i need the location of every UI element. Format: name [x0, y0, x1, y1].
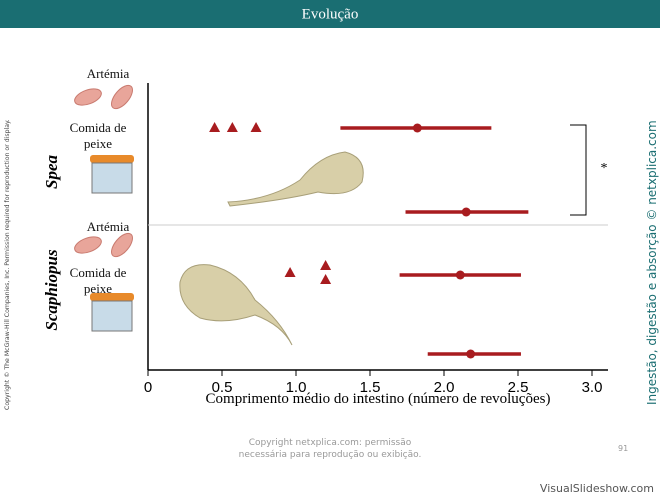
diet-label: Comida de peixe: [69, 265, 127, 296]
header-bar: [0, 0, 660, 28]
page-number: 91: [618, 444, 628, 453]
individual: [226, 122, 238, 132]
fish-food-jar: [90, 155, 134, 332]
annotation: *: [601, 161, 608, 176]
x-tick-label: 1.0: [286, 379, 307, 396]
diet-label: Artémia: [86, 219, 130, 234]
x-tick-label: 0.5: [212, 379, 233, 396]
mean-dot: [412, 123, 422, 133]
artemia-icon: [74, 84, 133, 258]
individual: [320, 274, 332, 284]
x-tick-label: 2.0: [434, 379, 455, 396]
mean-dot: [461, 207, 471, 217]
individual: [250, 122, 262, 132]
individual: [209, 122, 221, 132]
species-label: Scaphiopus: [42, 249, 61, 331]
diet-label: Comida de peixe: [69, 120, 127, 151]
tadpole: [179, 151, 364, 346]
copyright-left: Copyright © The McGraw-Hill Companies, I…: [3, 119, 11, 410]
species-label: Spea: [42, 155, 61, 190]
mean-dot: [466, 349, 476, 359]
footer-note: Copyright netxplica.com: permissão neces…: [238, 438, 422, 460]
significance-bracket: [570, 124, 587, 216]
individual: [284, 267, 296, 277]
diet-label: Artémia: [86, 66, 130, 81]
individual: [320, 260, 332, 270]
copyright-right: Ingestão, digestão e absorção © netxplic…: [645, 120, 659, 405]
mean-dot: [455, 270, 465, 280]
x-tick-label: 0: [144, 379, 152, 396]
header-title: Evolução: [302, 6, 359, 22]
brand: VisualSlideshow.com: [540, 482, 654, 495]
x-axis-title: Comprimento médio do intestino (número d…: [206, 391, 551, 407]
x-tick-label: 2.5: [508, 379, 529, 396]
x-tick-label: 1.5: [360, 379, 381, 396]
x-tick-label: 3.0: [582, 379, 603, 396]
